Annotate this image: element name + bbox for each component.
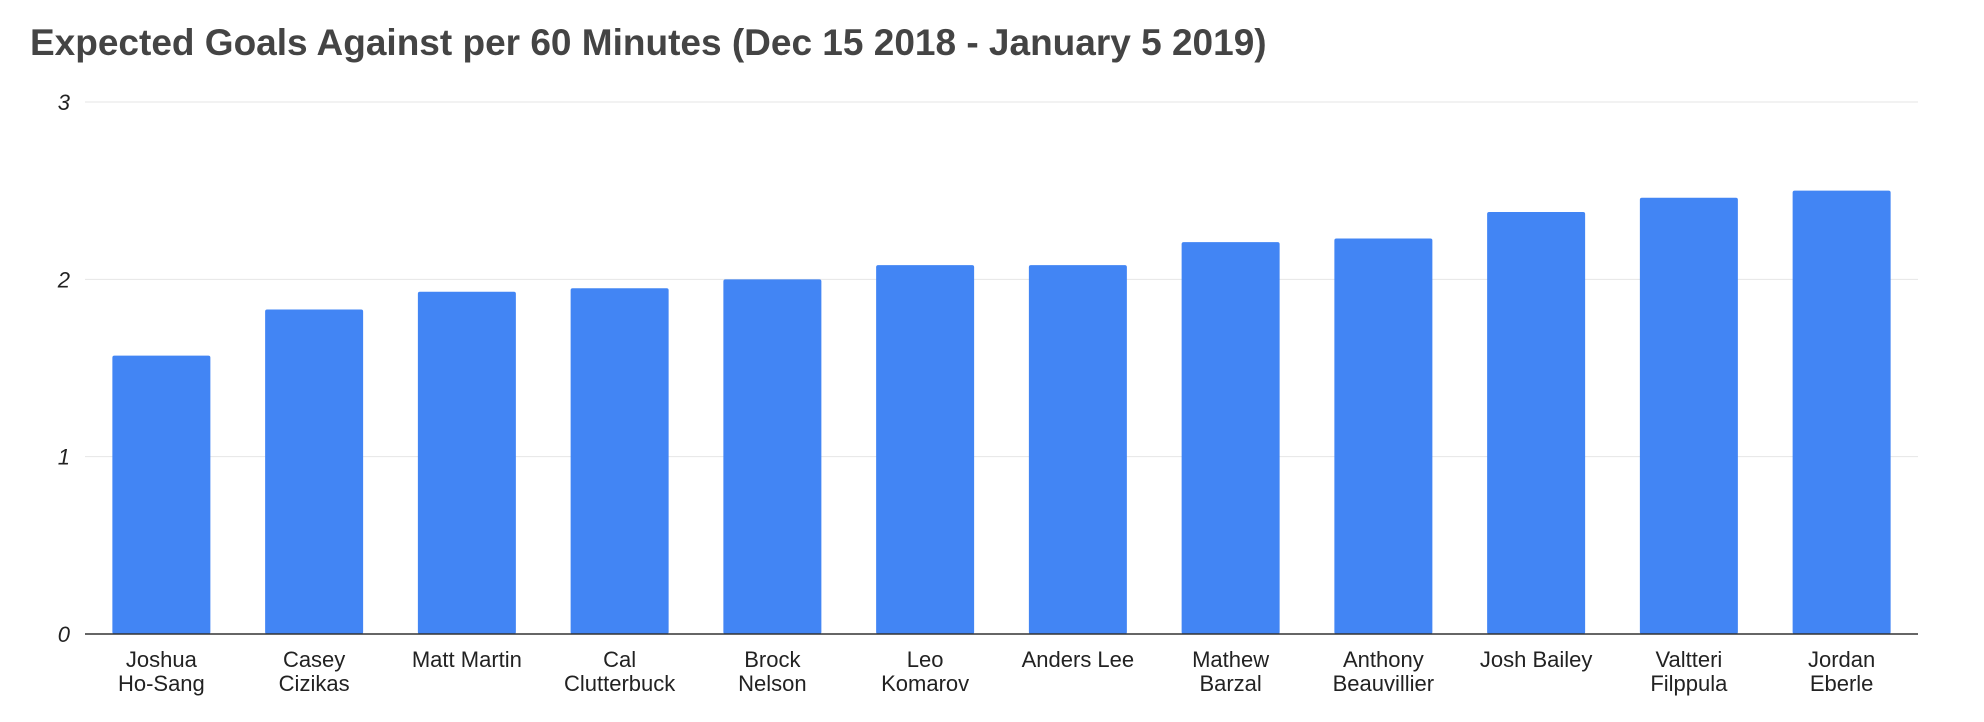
x-tick-label-line: Cal xyxy=(603,647,636,672)
x-tick-label-line: Mathew xyxy=(1192,647,1269,672)
bar xyxy=(570,288,669,634)
x-tick-label: Joshua Ho-Sang xyxy=(118,647,205,696)
gridlines xyxy=(85,101,1918,458)
bar xyxy=(1181,242,1280,635)
y-tick-label: 1 xyxy=(58,445,70,470)
x-tick-label-line: Barzal xyxy=(1199,671,1261,696)
chart-title: Expected Goals Against per 60 Minutes (D… xyxy=(30,22,1267,63)
bar xyxy=(1639,197,1738,634)
x-tick-label-line: Joshua xyxy=(126,647,198,672)
y-tick-label: 0 xyxy=(58,622,71,647)
x-tick-label-line: Nelson xyxy=(738,671,806,696)
x-tick-label-line: Matt Martin xyxy=(412,647,522,672)
bar xyxy=(1487,211,1586,635)
bar xyxy=(265,309,364,634)
x-tick-label-line: Casey xyxy=(283,647,345,672)
x-tick-label: Valtteri Filppula xyxy=(1650,647,1728,696)
bar xyxy=(112,355,211,634)
x-tick-label: Cal Clutterbuck xyxy=(564,647,676,696)
y-tick-label: 2 xyxy=(57,267,70,292)
x-tick-label-line: Valtteri xyxy=(1655,647,1722,672)
x-tick-label: Josh Bailey xyxy=(1480,647,1593,672)
x-tick-label-line: Cizikas xyxy=(279,671,350,696)
bars xyxy=(112,190,1891,635)
x-tick-label-line: Beauvillier xyxy=(1333,671,1435,696)
x-tick-label: Jordan Eberle xyxy=(1808,647,1875,696)
x-tick-label: Anthony Beauvillier xyxy=(1333,647,1435,696)
x-tick-label: Leo Komarov xyxy=(881,647,969,696)
y-axis-ticks: 0 1 2 3 xyxy=(57,90,71,647)
bar xyxy=(417,291,516,634)
bar xyxy=(1028,265,1127,634)
x-tick-label-line: Jordan xyxy=(1808,647,1875,672)
bar xyxy=(1334,238,1433,634)
x-tick-label-line: Filppula xyxy=(1650,671,1728,696)
x-tick-label: Mathew Barzal xyxy=(1192,647,1269,696)
bar xyxy=(876,265,975,634)
x-tick-label-line: Leo xyxy=(907,647,944,672)
x-tick-label: Brock Nelson xyxy=(738,647,806,696)
y-tick-label: 3 xyxy=(58,90,71,115)
x-tick-label-line: Anthony xyxy=(1343,647,1424,672)
x-tick-label-line: Clutterbuck xyxy=(564,671,676,696)
x-tick-label-line: Anders Lee xyxy=(1022,647,1135,672)
x-tick-label-line: Brock xyxy=(744,647,801,672)
x-tick-label-line: Komarov xyxy=(881,671,969,696)
x-tick-label-line: Eberle xyxy=(1810,671,1874,696)
x-tick-label-line: Josh Bailey xyxy=(1480,647,1593,672)
x-tick-label: Anders Lee xyxy=(1022,647,1135,672)
x-tick-label: Matt Martin xyxy=(412,647,522,672)
x-tick-label-line: Ho-Sang xyxy=(118,671,205,696)
bar xyxy=(1792,190,1891,634)
bar xyxy=(723,279,822,634)
x-tick-label: Casey Cizikas xyxy=(279,647,350,696)
